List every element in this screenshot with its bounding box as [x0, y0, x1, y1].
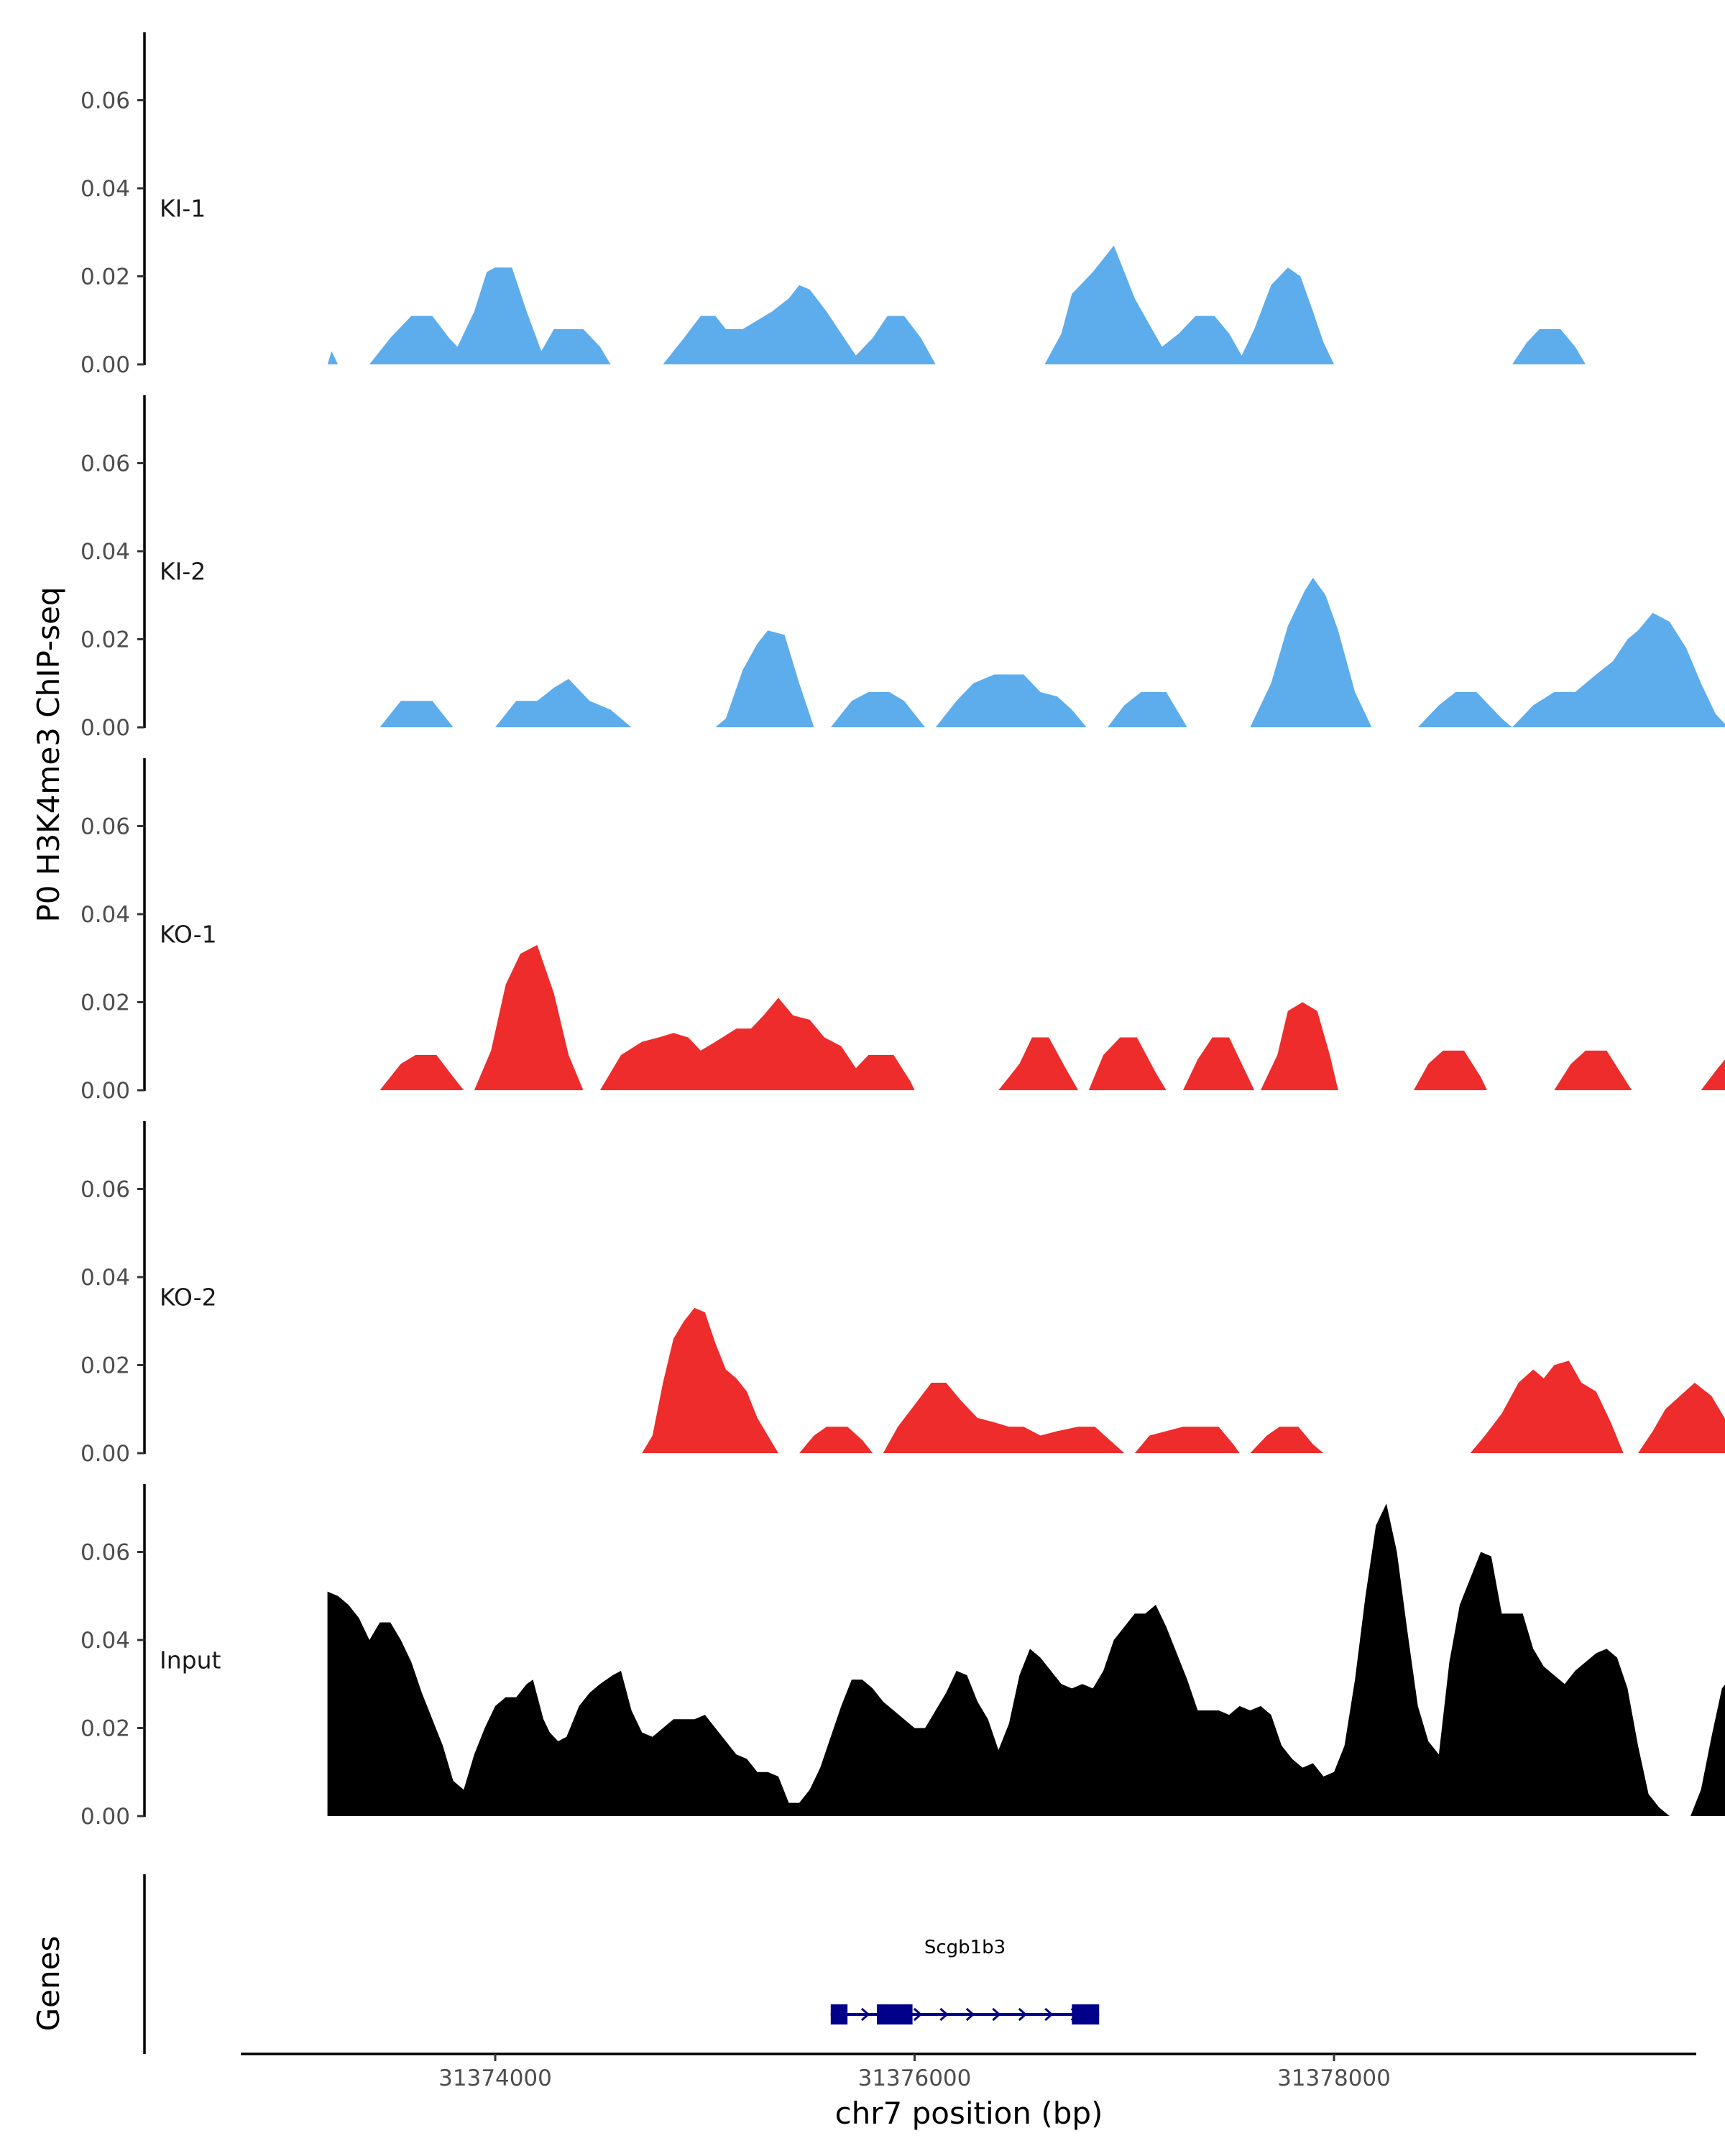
- signal-area: [1417, 612, 1725, 727]
- gene-exon: [1072, 2004, 1100, 2024]
- tracks-layer: 0.00 0.02 0.04 0.06 KI-1 0.00 0.02 0.04 0.06 KI-2…: [80, 32, 1725, 1830]
- y-tick-label: 0.00: [80, 1441, 130, 1467]
- y-tick-label: 0.02: [80, 264, 130, 290]
- y-tick-label: 0.02: [80, 1353, 130, 1379]
- signal-area: [1182, 1037, 1255, 1090]
- track-ko-2: 0.00 0.02 0.04 0.06 KO-2: [80, 1121, 1725, 1467]
- signal-area: [495, 678, 632, 727]
- y-tick-label: 0.02: [80, 1716, 130, 1742]
- signal-area: [1470, 1360, 1624, 1453]
- track-label: KI-1: [160, 195, 206, 223]
- signal-area: [998, 1037, 1079, 1090]
- y-tick-label: 0.02: [80, 990, 130, 1016]
- y-tick-label: 0.06: [80, 1540, 130, 1566]
- y-tick-label: 0.06: [80, 814, 130, 840]
- strand-arrow-icon: [1044, 2007, 1054, 2022]
- track-label: KO-2: [160, 1284, 217, 1312]
- track-input: 0.00 0.02 0.04 0.06 Input: [80, 1484, 1725, 1830]
- y-tick-label: 0.04: [80, 902, 130, 928]
- gene-track: Scgb1b3: [143, 1874, 1100, 2054]
- strand-arrow-icon: [913, 2007, 923, 2022]
- signal-area: [1134, 1427, 1240, 1453]
- gene-name: Scgb1b3: [924, 1937, 1006, 1958]
- x-tick-label: 31374000: [438, 2065, 552, 2091]
- signal-area: [327, 1503, 1670, 1816]
- x-axis-title: chr7 position (bp): [835, 2096, 1103, 2131]
- x-tick-label: 31376000: [858, 2065, 972, 2091]
- signal-area: [1512, 329, 1586, 364]
- signal-area: [380, 1055, 464, 1090]
- y-tick-label: 0.06: [80, 451, 130, 477]
- signal-area: [599, 998, 915, 1090]
- track-label: KO-1: [160, 921, 217, 949]
- strand-arrow-icon: [860, 2007, 870, 2022]
- strand-arrow-icon: [1018, 2007, 1028, 2022]
- y-tick-label: 0.04: [80, 539, 130, 565]
- signal-area: [663, 285, 936, 364]
- y-tick-label: 0.04: [80, 1628, 130, 1654]
- track-ki-1: 0.00 0.02 0.04 0.06 KI-1: [80, 32, 1586, 378]
- x-tick-label: 31378000: [1277, 2065, 1391, 2091]
- genes-axis-title: Genes: [31, 1936, 66, 2032]
- signal-area: [1250, 1427, 1324, 1453]
- signal-area: [642, 1307, 778, 1453]
- signal-area: [1690, 1684, 1725, 1816]
- track-label: KI-2: [160, 558, 206, 586]
- signal-area: [799, 1427, 873, 1453]
- y-tick-label: 0.02: [80, 627, 130, 653]
- y-tick-label: 0.04: [80, 1265, 130, 1291]
- y-tick-label: 0.04: [80, 176, 130, 202]
- y-axis-title: P0 H3K4me3 ChIP-seq: [31, 586, 66, 922]
- gene-exon: [830, 2004, 848, 2024]
- signal-area: [1413, 1050, 1487, 1090]
- signal-area: [830, 692, 926, 727]
- signal-area: [715, 630, 814, 727]
- track-ki-2: 0.00 0.02 0.04 0.06 KI-2: [80, 395, 1725, 741]
- signal-area: [327, 351, 339, 364]
- y-tick-label: 0.06: [80, 88, 130, 114]
- strand-arrow-icon: [992, 2007, 1001, 2022]
- signal-area: [1260, 1002, 1338, 1090]
- y-tick-label: 0.00: [80, 1078, 130, 1104]
- signal-area: [474, 944, 584, 1090]
- y-tick-label: 0.06: [80, 1177, 130, 1203]
- strand-arrow-icon: [965, 2007, 975, 2022]
- signal-area: [380, 701, 454, 727]
- y-tick-label: 0.00: [80, 715, 130, 741]
- signal-area: [1638, 1383, 1725, 1453]
- track-label: Input: [160, 1646, 221, 1674]
- strand-arrow-icon: [939, 2007, 949, 2022]
- signal-area: [1107, 692, 1187, 727]
- signal-area: [935, 674, 1087, 727]
- track-ko-1: 0.00 0.02 0.04 0.06 KO-1: [80, 758, 1725, 1104]
- y-tick-label: 0.00: [80, 1804, 130, 1830]
- signal-area: [1250, 577, 1372, 727]
- signal-area: [369, 267, 611, 364]
- x-axis: 31374000 31376000 31378000: [241, 2053, 1696, 2091]
- signal-area: [1044, 245, 1334, 364]
- signal-area: [883, 1383, 1125, 1453]
- signal-area: [1701, 1059, 1725, 1090]
- y-tick-label: 0.00: [80, 352, 130, 378]
- gene-exon: [876, 2004, 913, 2024]
- signal-area: [1088, 1037, 1167, 1090]
- signal-area: [1554, 1050, 1632, 1090]
